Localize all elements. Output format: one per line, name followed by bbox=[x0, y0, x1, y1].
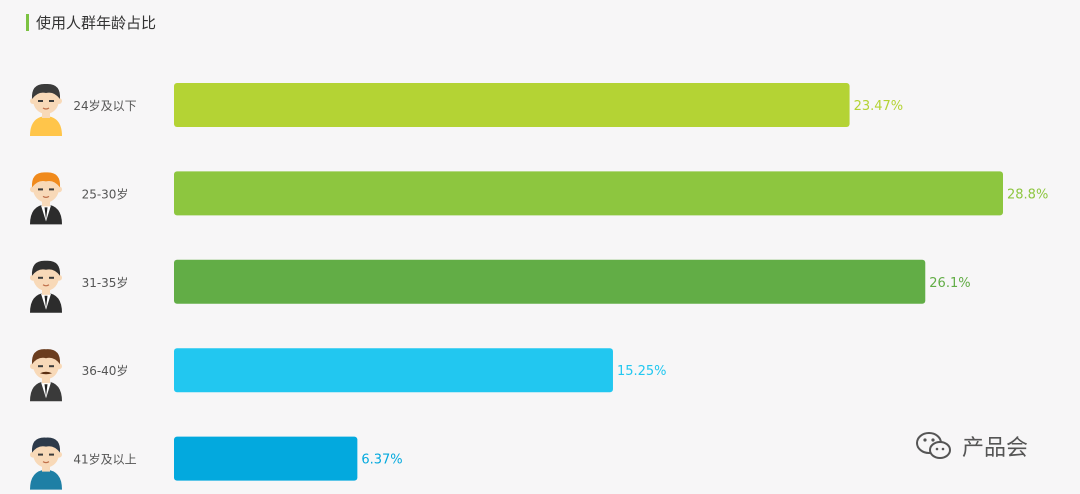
chart-title: 使用人群年龄占比 bbox=[36, 14, 157, 32]
suit-man-icon bbox=[30, 260, 62, 313]
category-label: 31-35岁 bbox=[82, 275, 129, 290]
older-man-icon bbox=[30, 437, 62, 490]
bar-row: 24岁及以下 23.47% bbox=[30, 83, 903, 136]
bar-row: 25-30岁 28.8% bbox=[30, 171, 1048, 225]
chart-header: 使用人群年龄占比 bbox=[26, 12, 156, 33]
watermark-text: 产品会 bbox=[962, 436, 1029, 461]
watermark: 产品会 bbox=[914, 430, 1028, 462]
bar bbox=[174, 83, 850, 127]
young-boy-icon bbox=[30, 83, 62, 136]
mustache-man-icon bbox=[30, 349, 62, 402]
bar-row: 41岁及以上 6.37% bbox=[30, 436, 403, 490]
category-label: 36-40岁 bbox=[82, 363, 129, 378]
value-label: 26.1% bbox=[929, 276, 970, 291]
bar bbox=[174, 171, 1003, 216]
value-label: 23.47% bbox=[854, 99, 904, 114]
bar-row: 36-40岁 15.25% bbox=[30, 348, 667, 402]
category-label: 41岁及以上 bbox=[73, 452, 136, 467]
value-label: 15.25% bbox=[617, 364, 667, 379]
value-label: 28.8% bbox=[1007, 187, 1048, 202]
bar bbox=[174, 259, 926, 304]
redhead-man-icon bbox=[30, 172, 62, 225]
bar bbox=[174, 348, 613, 393]
title-accent-bar bbox=[26, 14, 29, 31]
bar bbox=[174, 436, 358, 481]
category-label: 24岁及以下 bbox=[73, 98, 136, 113]
wechat-icon bbox=[916, 432, 951, 459]
category-label: 25-30岁 bbox=[82, 186, 129, 201]
bar-row: 31-35岁 26.1% bbox=[30, 259, 971, 313]
value-label: 6.37% bbox=[361, 453, 402, 468]
